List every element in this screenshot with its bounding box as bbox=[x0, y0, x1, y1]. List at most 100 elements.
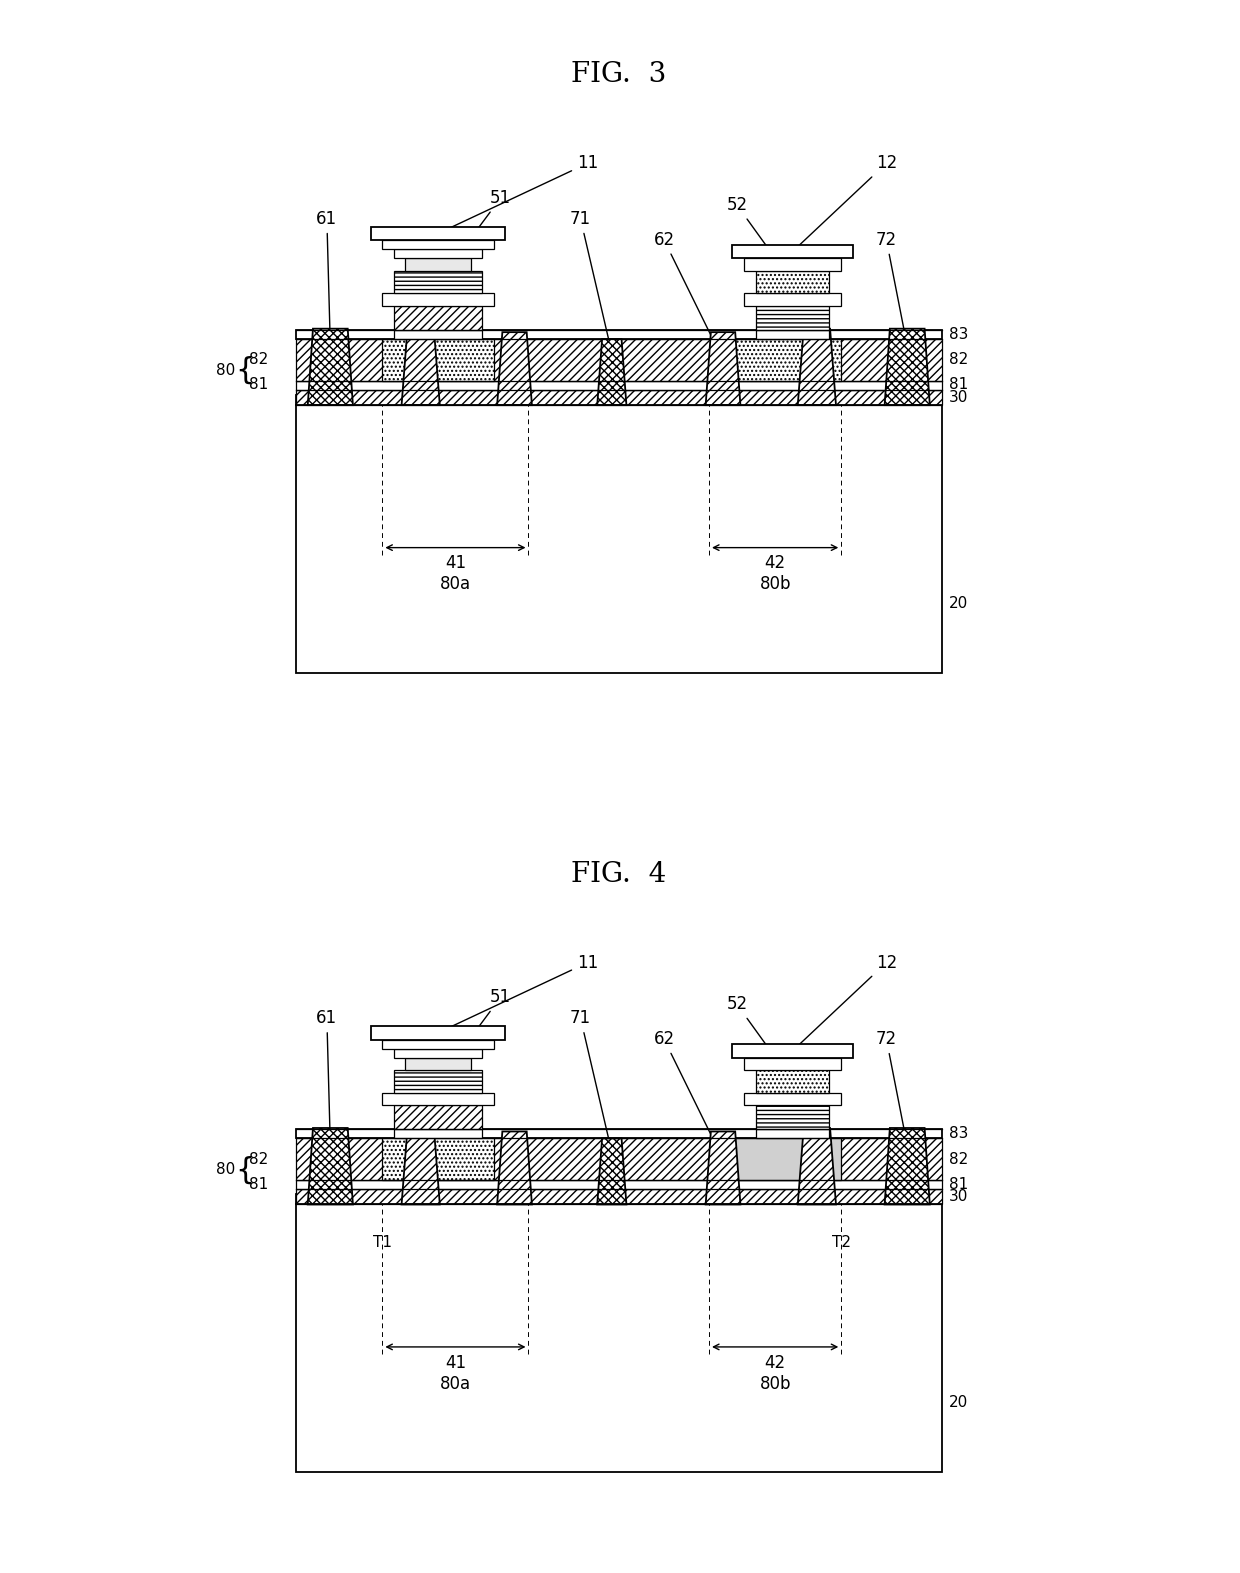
Polygon shape bbox=[295, 381, 942, 390]
Text: 71: 71 bbox=[570, 1010, 611, 1150]
Polygon shape bbox=[402, 329, 440, 406]
Polygon shape bbox=[394, 330, 482, 340]
Polygon shape bbox=[382, 340, 494, 381]
Polygon shape bbox=[382, 1139, 494, 1180]
Text: 42: 42 bbox=[765, 554, 786, 573]
Text: 80: 80 bbox=[217, 363, 236, 378]
Text: 62: 62 bbox=[653, 1030, 722, 1156]
Text: 41: 41 bbox=[445, 554, 466, 573]
Polygon shape bbox=[295, 390, 942, 406]
Polygon shape bbox=[295, 1189, 942, 1205]
Polygon shape bbox=[884, 329, 930, 406]
Text: {: { bbox=[236, 1155, 254, 1184]
Polygon shape bbox=[404, 258, 471, 271]
Polygon shape bbox=[382, 293, 494, 305]
Text: 11: 11 bbox=[440, 154, 598, 233]
Text: FIG.  4: FIG. 4 bbox=[572, 860, 666, 887]
Polygon shape bbox=[706, 332, 740, 406]
Text: 51: 51 bbox=[440, 189, 511, 280]
Text: 52: 52 bbox=[727, 197, 791, 280]
Text: 72: 72 bbox=[875, 1030, 906, 1142]
Text: 82: 82 bbox=[949, 1151, 968, 1167]
Polygon shape bbox=[402, 1128, 440, 1205]
Polygon shape bbox=[755, 1070, 830, 1093]
Text: 12: 12 bbox=[795, 953, 897, 1049]
Polygon shape bbox=[295, 1129, 942, 1139]
Polygon shape bbox=[744, 1093, 841, 1106]
Polygon shape bbox=[755, 330, 830, 340]
Text: 80a: 80a bbox=[440, 1375, 471, 1392]
Polygon shape bbox=[715, 340, 841, 381]
Text: 62: 62 bbox=[653, 231, 722, 357]
Text: 71: 71 bbox=[570, 209, 611, 351]
Text: 51: 51 bbox=[440, 988, 511, 1079]
Polygon shape bbox=[732, 244, 853, 258]
Polygon shape bbox=[497, 1131, 532, 1205]
Text: 61: 61 bbox=[316, 1010, 337, 1142]
Text: 11: 11 bbox=[440, 953, 598, 1032]
Text: 81: 81 bbox=[248, 1177, 268, 1192]
Text: 81: 81 bbox=[949, 378, 968, 393]
Text: 12: 12 bbox=[795, 154, 897, 250]
Polygon shape bbox=[755, 271, 830, 293]
Polygon shape bbox=[755, 305, 830, 330]
Text: T1: T1 bbox=[373, 1235, 392, 1251]
Text: 81: 81 bbox=[248, 378, 268, 393]
Polygon shape bbox=[394, 250, 482, 258]
Polygon shape bbox=[394, 305, 482, 330]
Text: 42: 42 bbox=[765, 1354, 786, 1372]
Polygon shape bbox=[598, 1139, 626, 1205]
Polygon shape bbox=[394, 1129, 482, 1139]
Text: 61: 61 bbox=[316, 209, 337, 343]
Polygon shape bbox=[706, 1131, 740, 1205]
Polygon shape bbox=[295, 1180, 942, 1189]
Polygon shape bbox=[308, 329, 353, 406]
Polygon shape bbox=[371, 227, 506, 241]
Text: 20: 20 bbox=[949, 1395, 968, 1409]
Polygon shape bbox=[797, 1128, 836, 1205]
Text: 80b: 80b bbox=[759, 576, 791, 593]
Text: 30: 30 bbox=[949, 390, 968, 404]
Text: 30: 30 bbox=[949, 1189, 968, 1205]
Text: 82: 82 bbox=[949, 352, 968, 368]
Polygon shape bbox=[382, 241, 494, 250]
Polygon shape bbox=[295, 330, 942, 340]
Polygon shape bbox=[295, 395, 942, 673]
Text: 72: 72 bbox=[875, 231, 906, 343]
Polygon shape bbox=[382, 1040, 494, 1049]
Polygon shape bbox=[308, 1128, 353, 1205]
Polygon shape bbox=[598, 340, 626, 406]
Text: FIG.  3: FIG. 3 bbox=[572, 61, 666, 88]
Text: {: { bbox=[236, 355, 254, 385]
Polygon shape bbox=[755, 1129, 830, 1139]
Polygon shape bbox=[394, 271, 482, 293]
Polygon shape bbox=[497, 332, 532, 406]
Text: 82: 82 bbox=[248, 352, 268, 368]
Polygon shape bbox=[295, 1194, 942, 1472]
Text: 80a: 80a bbox=[440, 576, 471, 593]
Polygon shape bbox=[295, 1139, 942, 1180]
Polygon shape bbox=[744, 1057, 841, 1070]
Text: T2: T2 bbox=[832, 1235, 851, 1251]
Polygon shape bbox=[744, 258, 841, 271]
Polygon shape bbox=[371, 1026, 506, 1040]
Polygon shape bbox=[884, 1128, 930, 1205]
Polygon shape bbox=[755, 1106, 830, 1129]
Text: 80: 80 bbox=[217, 1162, 236, 1177]
Polygon shape bbox=[404, 1057, 471, 1070]
Text: 20: 20 bbox=[949, 596, 968, 610]
Polygon shape bbox=[295, 340, 942, 381]
Text: 83: 83 bbox=[949, 1126, 968, 1140]
Polygon shape bbox=[394, 1070, 482, 1093]
Polygon shape bbox=[394, 1106, 482, 1129]
Polygon shape bbox=[394, 1049, 482, 1057]
Text: 41: 41 bbox=[445, 1354, 466, 1372]
Text: 52: 52 bbox=[727, 996, 791, 1079]
Text: 83: 83 bbox=[949, 327, 968, 341]
Polygon shape bbox=[715, 1139, 841, 1180]
Text: 81: 81 bbox=[949, 1177, 968, 1192]
Polygon shape bbox=[732, 1044, 853, 1057]
Polygon shape bbox=[744, 293, 841, 305]
Text: 82: 82 bbox=[248, 1151, 268, 1167]
Polygon shape bbox=[797, 329, 836, 406]
